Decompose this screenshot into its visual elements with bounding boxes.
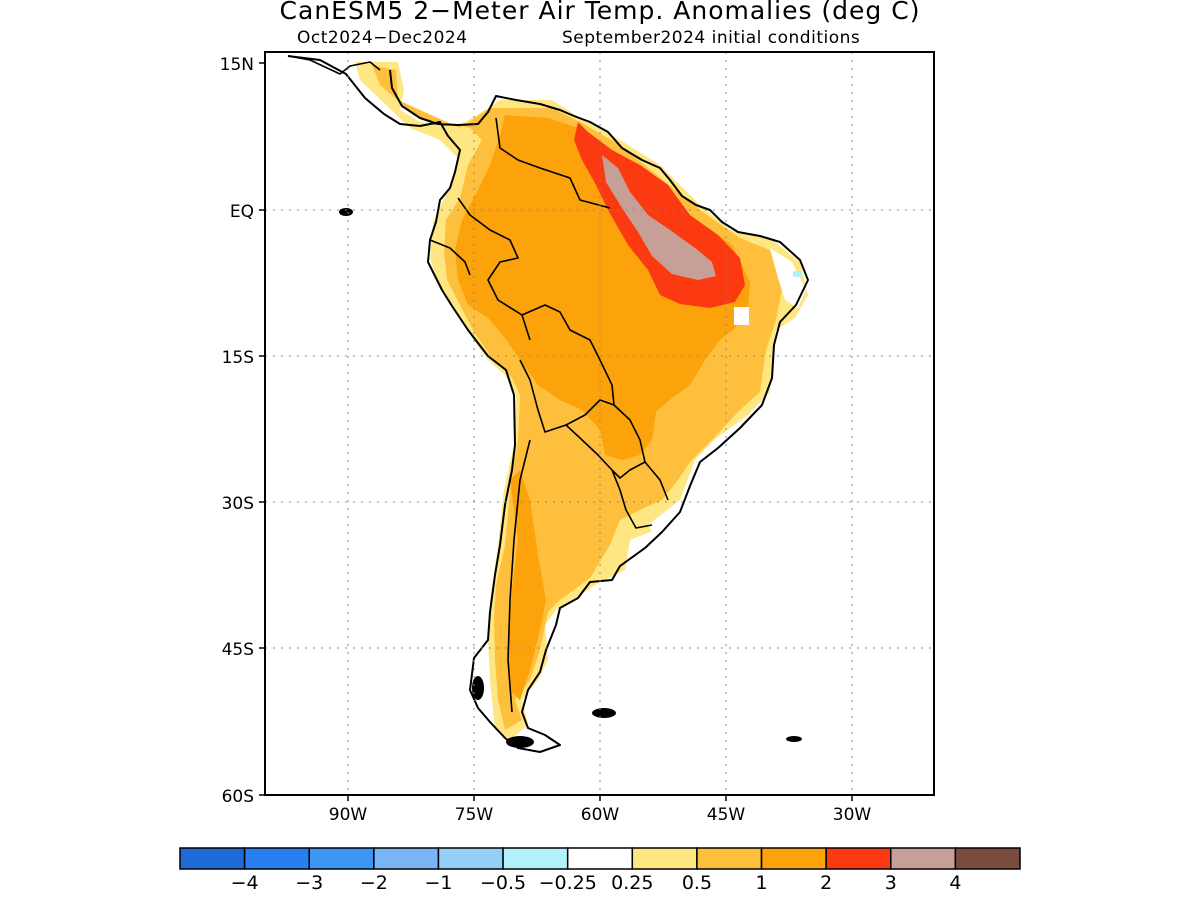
colorbar-label: −0.5 <box>480 872 526 894</box>
lon-label: 60W <box>581 805 620 825</box>
anomaly-neutral-cell <box>734 307 749 325</box>
galapagos-islands <box>339 208 353 216</box>
colorbar-swatch <box>760 847 827 870</box>
colorbar-swatch <box>825 847 892 870</box>
colorbar-swatch <box>437 847 504 870</box>
tierra-del-fuego <box>506 736 534 748</box>
colorbar-swatch <box>243 847 310 870</box>
central-america-coast <box>287 55 381 75</box>
lon-label: 45W <box>707 805 746 825</box>
lat-label: EQ <box>230 202 254 222</box>
map-title: CanESM5 2−Meter Air Temp. Anomalies (deg… <box>279 0 921 25</box>
colorbar-labels: −4 −3 −2 −1 −0.5 −0.25 0.25 0.5 1 2 3 4 <box>231 872 962 894</box>
anomaly-neutral-coast <box>770 248 806 308</box>
lat-label: 60S <box>222 787 254 807</box>
lat-label: 45S <box>222 640 254 660</box>
colorbar-swatch <box>954 847 1021 870</box>
colorbar-label: 0.5 <box>682 872 712 894</box>
lat-label: 15N <box>220 55 254 75</box>
country-borders <box>429 117 669 713</box>
anomaly-field <box>355 62 808 740</box>
lat-label: 15S <box>222 348 254 368</box>
colorbar-label: −0.25 <box>539 872 597 894</box>
forecast-period: Oct2024−Dec2024 <box>297 28 468 48</box>
colorbar-label: −3 <box>295 872 323 894</box>
colorbar-swatch <box>373 847 440 870</box>
south-america-coastline <box>287 55 809 753</box>
colorbar-label: 2 <box>820 872 832 894</box>
anomaly-negative-cell <box>793 271 801 277</box>
colorbar-label: 0.25 <box>611 872 653 894</box>
initial-conditions: September2024 initial conditions <box>562 28 861 48</box>
south-georgia-island <box>786 736 802 742</box>
coastlines <box>287 55 809 753</box>
colorbar-swatch <box>696 847 763 870</box>
lat-label: 30S <box>222 494 254 514</box>
islands <box>339 208 802 748</box>
longitude-labels: 90W 75W 60W 45W 30W <box>329 805 872 825</box>
lon-label: 30W <box>833 805 872 825</box>
colorbar-label: −4 <box>231 872 259 894</box>
lon-label: 90W <box>329 805 368 825</box>
latitude-labels: 15N EQ 15S 30S 45S 60S <box>220 55 254 807</box>
colorbar-label: 4 <box>949 872 961 894</box>
colorbar-label: 1 <box>755 872 767 894</box>
colorbar-label: −2 <box>360 872 388 894</box>
colorbar-swatch <box>631 847 698 870</box>
colorbar-swatch <box>566 847 634 870</box>
tick-marks <box>259 62 853 801</box>
lon-label: 75W <box>455 805 494 825</box>
colorbar-swatch <box>890 847 957 870</box>
colorbar <box>179 847 1021 870</box>
colorbar-label: −1 <box>424 872 452 894</box>
colorbar-swatch <box>308 847 375 870</box>
colorbar-swatch <box>179 847 246 870</box>
falkland-islands <box>592 708 616 718</box>
anomaly-2-region <box>455 115 750 460</box>
anomaly-2-region-south <box>508 470 546 700</box>
colorbar-swatch <box>502 847 569 870</box>
chilean-archipelago <box>472 676 484 700</box>
anomaly-4-region <box>602 155 716 280</box>
colorbar-label: 3 <box>885 872 897 894</box>
